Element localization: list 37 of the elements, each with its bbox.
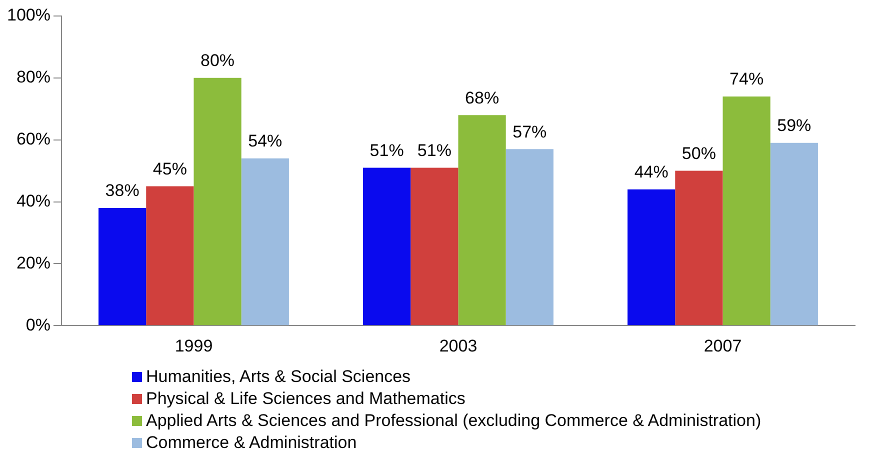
data-label: 54% <box>248 132 282 151</box>
data-label: 44% <box>634 162 668 182</box>
bar <box>194 78 242 326</box>
x-tick-label: 1999 <box>174 336 213 356</box>
bar <box>410 168 458 326</box>
bar <box>675 170 723 326</box>
legend-label: Applied Arts & Sciences and Professional (excluding Commerce & Administration) <box>146 410 762 432</box>
data-label: 51% <box>370 140 404 160</box>
y-tick-label: 80% <box>16 68 50 87</box>
data-label: 57% <box>512 122 547 142</box>
data-label: 74% <box>730 70 764 89</box>
data-label: 38% <box>105 181 140 200</box>
y-tick-label: 60% <box>16 130 50 149</box>
bar <box>458 115 506 326</box>
y-tick-label: 20% <box>16 253 50 272</box>
data-label: 51% <box>417 140 452 160</box>
data-label: 50% <box>682 144 716 163</box>
data-label: 68% <box>465 88 500 108</box>
data-label: 59% <box>777 116 812 136</box>
bar <box>628 189 676 326</box>
y-tick-label: 0% <box>26 315 50 334</box>
bar <box>506 149 554 326</box>
bar <box>770 142 818 326</box>
x-tick-label: 2007 <box>704 336 742 356</box>
bar <box>241 158 289 326</box>
y-tick-label: 40% <box>16 191 50 210</box>
bar <box>722 96 770 326</box>
data-label: 45% <box>152 159 187 178</box>
bar <box>146 186 194 326</box>
y-tick-label: 100% <box>6 6 50 25</box>
legend-label: Commerce & Administration <box>146 432 357 454</box>
data-label: 80% <box>200 51 235 70</box>
bar <box>363 168 411 326</box>
bar <box>98 208 146 326</box>
x-tick-label: 2003 <box>439 336 478 356</box>
legend-label: Physical & Life Sciences and Mathematics <box>146 388 466 410</box>
legend-label: Humanities, Arts & Social Sciences <box>146 366 411 388</box>
